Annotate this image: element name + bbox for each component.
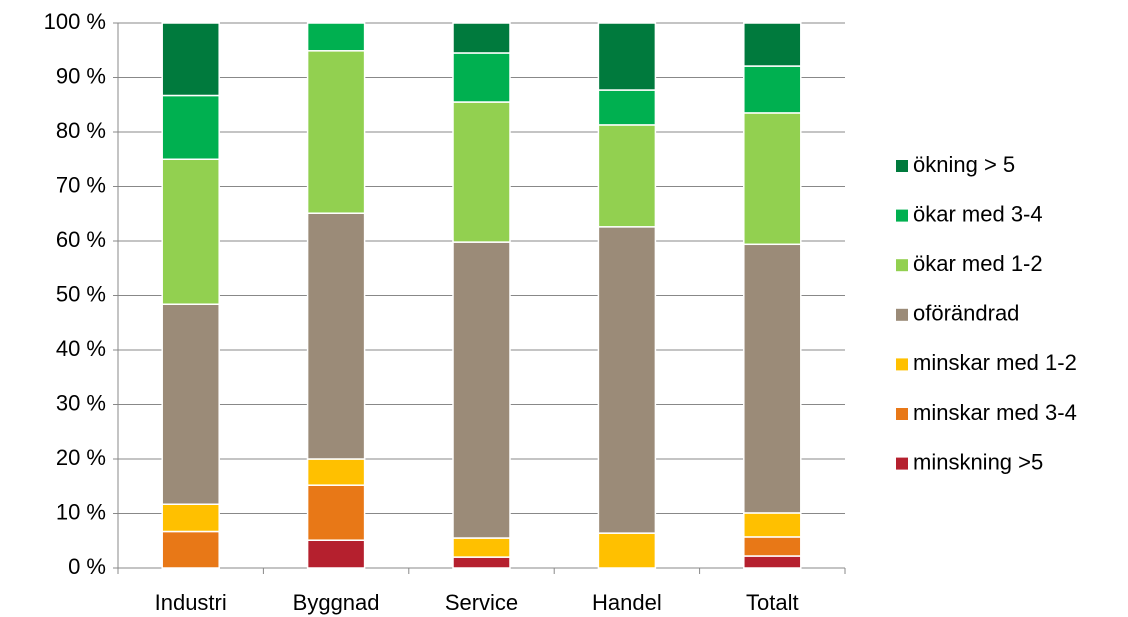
bar-segment xyxy=(743,555,802,569)
bar-segment xyxy=(161,530,220,569)
bar-segment xyxy=(597,22,657,91)
legend-swatch xyxy=(896,160,908,172)
legend-label: minskar med 1-2 xyxy=(913,350,1077,375)
y-tick-label: 100 % xyxy=(44,9,106,34)
bar-segment xyxy=(306,50,366,214)
bar-segment xyxy=(452,556,511,569)
x-tick-label: Totalt xyxy=(746,590,799,615)
legend-swatch xyxy=(896,209,908,222)
bar-segment xyxy=(306,484,366,541)
bar-segment xyxy=(452,52,511,103)
bar-segment xyxy=(597,532,657,569)
bar-segment xyxy=(161,503,220,533)
x-tick-label: Industri xyxy=(155,590,227,615)
bar-segment xyxy=(743,243,802,514)
y-tick-label: 0 % xyxy=(68,554,106,579)
legend-swatch xyxy=(896,308,908,321)
bar-segment xyxy=(452,101,511,243)
bar-segment xyxy=(743,536,802,557)
bar-segment xyxy=(452,241,511,539)
bar-segment xyxy=(161,158,220,305)
bar-segment xyxy=(161,303,220,505)
y-tick-label: 10 % xyxy=(56,499,106,524)
bar-segment xyxy=(306,22,366,52)
bar-segment xyxy=(597,124,657,228)
bar-segment xyxy=(743,112,802,246)
y-tick-label: 30 % xyxy=(56,390,106,415)
legend-label: ökar med 1-2 xyxy=(913,251,1043,276)
x-tick-label: Service xyxy=(445,590,518,615)
y-tick-label: 40 % xyxy=(56,336,106,361)
legend-swatch xyxy=(896,358,908,371)
legend-label: ökar med 3-4 xyxy=(913,201,1043,226)
legend-label: ökning > 5 xyxy=(913,152,1015,177)
bar-segment xyxy=(306,212,366,460)
bar-segment xyxy=(597,226,657,534)
bar-segment xyxy=(161,94,220,160)
bar-segment xyxy=(743,22,802,67)
bar-segment xyxy=(452,22,511,54)
y-tick-label: 90 % xyxy=(56,63,106,88)
legend-swatch xyxy=(896,259,908,272)
y-tick-label: 80 % xyxy=(56,118,106,143)
bar-segment xyxy=(743,65,802,114)
y-tick-label: 70 % xyxy=(56,172,106,197)
legend-label: minskning >5 xyxy=(913,449,1043,474)
legend-label: minskar med 3-4 xyxy=(913,400,1077,425)
bar-segment xyxy=(743,512,802,538)
bar-segment xyxy=(306,458,366,486)
legend-swatch xyxy=(896,457,908,470)
y-tick-label: 50 % xyxy=(56,281,106,306)
legend-label: oförändrad xyxy=(913,301,1019,326)
bar-segment xyxy=(452,537,511,558)
bar-segment xyxy=(597,89,657,126)
x-tick-label: Byggnad xyxy=(293,590,380,615)
bar-segment xyxy=(306,539,366,569)
y-tick-label: 60 % xyxy=(56,227,106,252)
bar-segment xyxy=(161,22,220,97)
y-tick-label: 20 % xyxy=(56,445,106,470)
legend-swatch xyxy=(896,408,908,420)
x-tick-label: Handel xyxy=(592,590,662,615)
